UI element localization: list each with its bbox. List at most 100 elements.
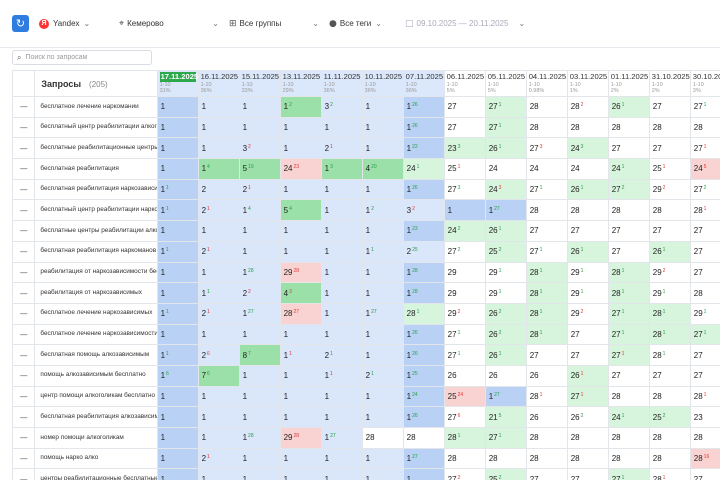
- position-cell: 21: [197, 199, 240, 222]
- position-cell: 27: [689, 364, 720, 387]
- row-collapse-toggle[interactable]: —: [11, 364, 36, 387]
- row-collapse-toggle[interactable]: —: [11, 261, 36, 284]
- search-input[interactable]: [25, 54, 146, 61]
- date-column-header[interactable]: 17.11.2025 1-10 31%: [156, 70, 199, 97]
- position-change: 1: [207, 454, 210, 461]
- groups-select[interactable]: ⊞ Все группы ⌄: [229, 19, 319, 29]
- date-column-header[interactable]: 15.11.2025 1-10 33%: [238, 70, 281, 97]
- date-range-picker[interactable]: □ 09.10.2025 — 20.11.2025 ⌄: [405, 19, 525, 29]
- position-value: 1: [324, 247, 330, 257]
- toolbar: ↻ Я Yandex ⌄ ⌖ Кемерово ⌄ ⊞ Все группы ⌄…: [0, 0, 720, 48]
- region-select[interactable]: ⌖ Кемерово ⌄: [119, 19, 219, 29]
- position-value: 24: [406, 164, 416, 174]
- tags-select[interactable]: ● Все теги ⌄: [329, 19, 395, 29]
- row-collapse-toggle[interactable]: —: [11, 427, 36, 449]
- position-change: 1: [662, 474, 666, 480]
- row-collapse-toggle[interactable]: —: [11, 158, 36, 180]
- position-value: 1: [324, 288, 330, 298]
- position-value: 1: [242, 309, 248, 319]
- refresh-icon[interactable]: ↻: [12, 15, 29, 32]
- date-column-header[interactable]: 01.11.2025 1-10 2%: [607, 70, 650, 97]
- row-collapse-toggle[interactable]: —: [11, 406, 36, 428]
- position-cell: 14: [238, 199, 281, 222]
- row-collapse-toggle[interactable]: —: [11, 385, 36, 408]
- position-cell: 291: [566, 261, 609, 284]
- position-cell: 11: [197, 282, 240, 304]
- position-value: 1: [160, 185, 166, 195]
- position-change: 1: [166, 309, 169, 316]
- position-value: 1: [324, 123, 330, 133]
- position-cell: 16: [156, 364, 199, 387]
- position-value: 1: [242, 433, 248, 443]
- position-change: 1: [457, 433, 461, 440]
- date-column-header[interactable]: 03.11.2025 1-10 1%: [566, 70, 609, 97]
- date-label: 10.11.2025: [364, 72, 403, 81]
- row-collapse-toggle[interactable]: —: [11, 178, 36, 201]
- row-collapse-toggle[interactable]: —: [11, 220, 36, 242]
- row-collapse-toggle[interactable]: —: [11, 468, 36, 480]
- date-column-header[interactable]: 05.11.2025 1-10 5%: [484, 70, 527, 97]
- position-value: 1: [242, 123, 248, 133]
- engine-select[interactable]: Я Yandex ⌄: [39, 18, 109, 29]
- position-value: 28: [447, 454, 457, 464]
- position-cell: 29: [443, 261, 486, 284]
- position-cell: 1: [156, 96, 199, 118]
- positions-table: Запросы (205) 17.11.2025 1-10 31% 16.11.2025…: [11, 70, 720, 480]
- row-collapse-toggle[interactable]: —: [11, 344, 36, 366]
- date-column-header[interactable]: 06.11.2025 1-10 5%: [443, 70, 486, 97]
- position-value: 27: [693, 185, 703, 195]
- position-value: 1: [365, 205, 371, 215]
- position-value: 1: [160, 329, 166, 339]
- row-collapse-toggle[interactable]: —: [11, 240, 36, 263]
- position-value: 1: [324, 454, 330, 464]
- row-collapse-toggle[interactable]: —: [11, 199, 36, 222]
- position-value: 25: [447, 391, 457, 401]
- date-range-label: 1-10: [610, 82, 622, 88]
- position-change: 1: [207, 205, 210, 212]
- date-column-header[interactable]: 07.11.2025 1-10 36%: [402, 70, 445, 97]
- position-value: 1: [160, 123, 166, 133]
- position-change: 2: [580, 309, 584, 316]
- position-cell: 2827: [279, 302, 322, 325]
- position-change: 16: [703, 454, 710, 461]
- position-cell: 1: [320, 385, 363, 408]
- position-cell: 27: [607, 137, 650, 160]
- row-collapse-toggle[interactable]: —: [11, 302, 36, 325]
- query-text: бесплатный центр реабилитации алкоголико…: [34, 116, 158, 139]
- row-collapse-toggle[interactable]: —: [11, 116, 36, 139]
- date-column-header[interactable]: 04.11.2025 1-10 0.98%: [525, 70, 568, 97]
- date-column-header[interactable]: 31.10.2025 1-10 2%: [648, 70, 691, 97]
- position-value: 24: [488, 164, 498, 174]
- position-cell: 1: [197, 385, 240, 408]
- position-value: 27: [529, 185, 539, 195]
- queries-header[interactable]: Запросы (205): [34, 70, 158, 97]
- position-cell: 1: [197, 137, 240, 160]
- date-column-header[interactable]: 10.11.2025 1-10 36%: [361, 70, 404, 97]
- position-change: 28: [248, 267, 254, 274]
- position-change: 1: [703, 143, 707, 150]
- position-change: 1: [662, 309, 666, 316]
- position-change: 1: [662, 288, 666, 295]
- row-collapse-toggle[interactable]: —: [11, 323, 36, 346]
- position-cell: 241: [607, 406, 650, 428]
- position-change: 3: [580, 143, 584, 150]
- table-row: — номер помощи алкоголикам 1 1 128 2928 127 28 2…: [11, 427, 720, 449]
- position-cell: 21: [197, 240, 240, 263]
- position-value: 1: [406, 329, 412, 339]
- position-cell: 1: [361, 137, 404, 160]
- position-change: 1: [166, 350, 169, 357]
- position-cell: 271: [607, 468, 650, 480]
- row-collapse-toggle[interactable]: —: [11, 96, 36, 118]
- position-cell: 27: [607, 220, 650, 242]
- position-value: 2: [201, 185, 207, 195]
- position-cell: 1: [197, 406, 240, 428]
- row-collapse-toggle[interactable]: —: [11, 447, 36, 470]
- date-column-header[interactable]: 11.11.2025 1-10 36%: [320, 70, 363, 97]
- row-collapse-toggle[interactable]: —: [11, 282, 36, 304]
- row-collapse-toggle[interactable]: —: [11, 137, 36, 160]
- date-column-header[interactable]: 16.11.2025 1-10 36%: [197, 70, 240, 97]
- date-column-header[interactable]: 13.11.2025 1-10 29%: [279, 70, 322, 97]
- position-cell: 291: [566, 282, 609, 304]
- chevron-down-icon: ⌄: [518, 19, 526, 28]
